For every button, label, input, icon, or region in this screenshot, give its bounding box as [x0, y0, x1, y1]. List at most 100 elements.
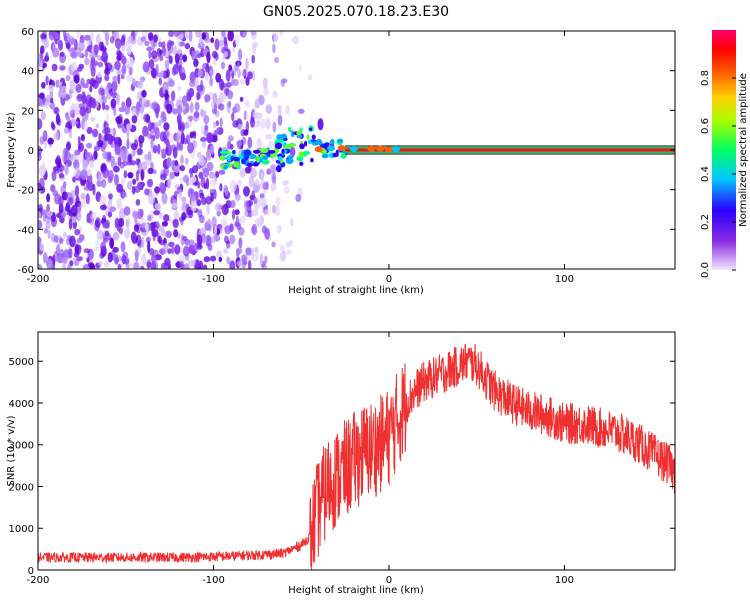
spectrogram-noise-blob — [100, 241, 107, 252]
spectrogram-noise-blob — [195, 49, 199, 56]
spectrogram-signal-blob — [223, 165, 228, 170]
spectrogram-noise-blob — [173, 31, 180, 37]
spectrogram-noise-blob — [240, 129, 246, 137]
spectrogram-noise-blob — [236, 222, 242, 231]
spectrogram-noise-blob — [109, 36, 115, 44]
spectrogram-noise-blob — [122, 160, 129, 166]
spectrogram-x-tick-label: 100 — [555, 274, 574, 285]
snr-y-label: SNR (10 * v/v) — [6, 415, 17, 486]
snr-y-tick-label: 1000 — [9, 524, 34, 535]
spectrogram-noise-blob — [117, 74, 121, 85]
spectrogram-x-tick-label: -100 — [202, 274, 225, 285]
colorbar-ticks: 0.0 0.2 0.4 0.6 0.8 — [700, 70, 736, 278]
spectrogram-noise-blob — [95, 217, 101, 228]
spectrogram-noise-blob — [146, 259, 152, 268]
spectrogram-noise-blob — [146, 46, 153, 52]
spectrogram-noise-blob — [239, 168, 246, 178]
spectrogram-noise-blob — [122, 192, 127, 198]
spectrogram-noise-blob — [250, 31, 257, 36]
spectrogram-noise-blob — [42, 130, 48, 142]
spectrogram-noise-blob — [127, 35, 134, 44]
spectrogram-noise-blob — [50, 121, 55, 129]
spectrogram-noise-blob — [130, 231, 137, 243]
spectrogram-noise-blob — [209, 145, 215, 155]
spectrogram-noise-blob — [259, 118, 266, 129]
spectrogram-noise-blob — [147, 151, 152, 161]
spectrogram-noise-blob — [46, 210, 53, 217]
spectrogram-noise-blob — [239, 215, 246, 224]
spectrogram-noise-blob — [69, 235, 76, 248]
spectrogram-noise-blob — [285, 104, 290, 115]
snr-y-ticks: 0 1000 2000 3000 4000 5000 — [9, 357, 675, 577]
spectrogram-noise-blob — [191, 130, 197, 137]
spectrogram-noise-blob — [126, 74, 133, 82]
spectrogram-noise-blob — [105, 40, 109, 46]
spectrogram-noise-blob — [73, 251, 80, 258]
spectrogram-noise-blob — [227, 31, 234, 42]
spectrogram-noise-blob — [64, 150, 71, 161]
spectrogram-noise-blob — [178, 188, 183, 200]
colorbar-tick-label: 0.8 — [700, 70, 711, 86]
spectrogram-noise-blob — [223, 248, 229, 254]
spectrogram-noise-blob — [41, 209, 47, 215]
spectrogram-noise-blob — [146, 214, 154, 222]
snr-y-tick-label: 0 — [28, 566, 34, 577]
spectrogram-noise-blob — [227, 69, 231, 82]
spectrogram-noise-blob — [273, 31, 278, 43]
spectrogram-noise-blob — [97, 260, 103, 267]
spectrogram-noise-blob — [59, 237, 64, 244]
spectrogram-noise-blob — [132, 149, 136, 157]
spectrogram-noise-blob — [59, 65, 66, 71]
spectrogram-noise-blob — [39, 165, 47, 175]
spectrogram-noise-blob — [172, 218, 179, 229]
spectrogram-signal-blob — [330, 139, 335, 145]
spectrogram-noise-blob — [203, 115, 210, 124]
spectrogram-signal-blob — [256, 155, 260, 163]
spectrogram-noise-blob — [138, 161, 142, 172]
spectrogram-noise-blob — [255, 98, 261, 109]
spectrogram-noise-blob — [40, 110, 46, 121]
snr-x-tick-label: 100 — [555, 575, 574, 586]
spectrogram-noise-blob — [70, 85, 75, 93]
spectrogram-noise-blob — [212, 121, 217, 129]
spectrogram-noise-blob — [223, 86, 227, 95]
spectrogram-noise-blob — [53, 235, 59, 243]
spectrogram-noise-blob — [193, 242, 199, 254]
spectrogram-noise-blob — [117, 50, 122, 61]
spectrogram-noise-blob — [104, 32, 110, 42]
spectrogram-signal-blob — [276, 134, 283, 140]
spectrogram-noise-blob — [103, 260, 110, 268]
spectrogram-noise-blob — [83, 248, 91, 254]
spectrogram-noise-blob — [174, 160, 179, 166]
spectrogram-signal-blob — [296, 130, 302, 136]
spectrogram-noise-blob — [38, 220, 43, 229]
spectrogram-noise-blob — [102, 237, 109, 243]
spectrogram-noise-blob — [272, 204, 277, 214]
spectrogram-noise-blob — [158, 77, 162, 86]
spectrogram-noise-blob — [113, 165, 120, 173]
spectrogram-noise-blob — [129, 262, 133, 269]
spectrogram-noise-blob — [193, 111, 200, 118]
spectrogram-noise-blob — [51, 170, 57, 182]
spectrogram-y-tick-label: 40 — [21, 67, 34, 78]
spectrogram-noise-blob — [230, 180, 237, 193]
spectrogram-noise-blob — [136, 234, 142, 247]
spectrogram-noise-blob — [128, 56, 134, 69]
spectrogram-noise-blob — [132, 178, 137, 185]
spectrogram-noise-blob — [229, 223, 234, 233]
spectrogram-noise-blob — [187, 259, 194, 267]
spectrogram-noise-blob — [114, 60, 121, 71]
spectrogram-noise-blob — [241, 69, 248, 77]
spectrogram-noise-blob — [164, 257, 171, 267]
spectrogram-noise-blob — [188, 81, 196, 87]
spectrogram-noise-blob — [106, 113, 110, 124]
spectrogram-noise-blob — [77, 237, 83, 244]
snr-x-tick-label: -100 — [202, 575, 225, 586]
spectrogram-noise-blob — [142, 125, 149, 137]
spectrogram-noise-blob — [80, 168, 88, 181]
spectrogram-noise-blob — [213, 189, 217, 200]
spectrogram-y-tick-label: -20 — [18, 186, 34, 197]
spectrogram-y-label: Frequency (Hz) — [6, 112, 17, 188]
spectrogram-noise-blob — [307, 74, 313, 81]
spectrogram-signal-blob — [298, 151, 305, 158]
